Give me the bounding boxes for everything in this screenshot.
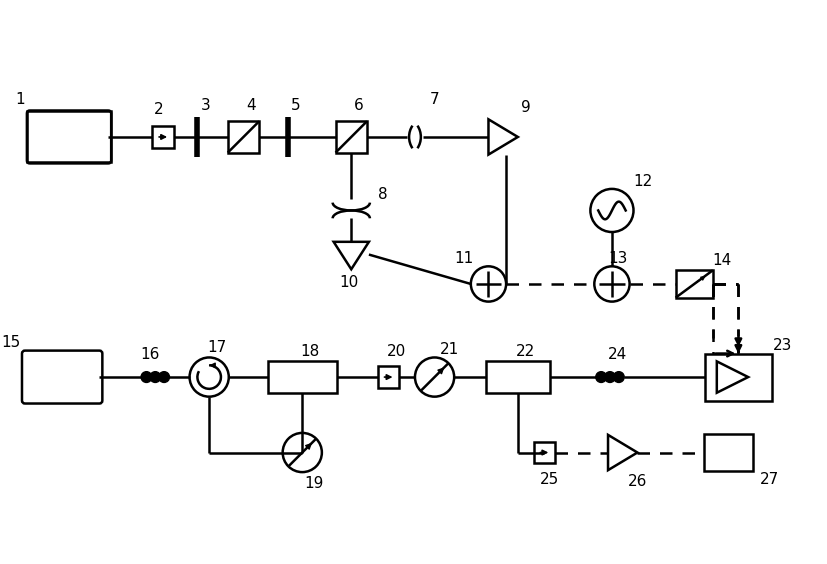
Bar xyxy=(27,112,111,162)
Text: 6: 6 xyxy=(354,98,364,113)
Circle shape xyxy=(150,372,160,382)
Text: 24: 24 xyxy=(608,347,628,362)
Text: 13: 13 xyxy=(608,251,628,266)
Text: 3: 3 xyxy=(200,98,210,113)
Text: 8: 8 xyxy=(378,187,387,202)
Bar xyxy=(378,366,399,388)
Circle shape xyxy=(595,372,606,382)
Bar xyxy=(152,126,174,148)
Text: 21: 21 xyxy=(440,342,459,357)
Circle shape xyxy=(614,372,624,382)
Text: 26: 26 xyxy=(628,474,647,490)
Text: 19: 19 xyxy=(304,477,323,491)
Bar xyxy=(676,270,713,298)
Bar xyxy=(705,354,772,400)
Bar xyxy=(268,362,337,393)
Text: 12: 12 xyxy=(633,174,653,188)
Text: 2: 2 xyxy=(153,102,163,117)
Text: 9: 9 xyxy=(521,100,531,115)
Circle shape xyxy=(159,372,170,382)
Text: 17: 17 xyxy=(208,340,227,355)
Text: 27: 27 xyxy=(760,473,779,487)
Text: 5: 5 xyxy=(290,98,300,113)
Text: 18: 18 xyxy=(300,344,320,359)
Bar xyxy=(336,121,367,153)
Circle shape xyxy=(605,372,615,382)
Text: 15: 15 xyxy=(2,335,21,350)
Text: 7: 7 xyxy=(430,92,439,107)
Bar xyxy=(704,434,753,471)
Text: 11: 11 xyxy=(454,251,474,266)
Text: 20: 20 xyxy=(387,344,406,359)
Text: 4: 4 xyxy=(246,98,256,113)
Text: 16: 16 xyxy=(141,347,160,362)
Text: 23: 23 xyxy=(772,338,792,353)
Bar xyxy=(533,442,555,463)
Text: 1: 1 xyxy=(15,92,25,107)
Text: 14: 14 xyxy=(712,253,731,268)
Bar xyxy=(227,121,259,153)
Text: 25: 25 xyxy=(539,473,559,487)
Text: 10: 10 xyxy=(340,275,359,290)
Bar xyxy=(486,362,550,393)
Circle shape xyxy=(141,372,152,382)
Text: 22: 22 xyxy=(516,344,535,359)
